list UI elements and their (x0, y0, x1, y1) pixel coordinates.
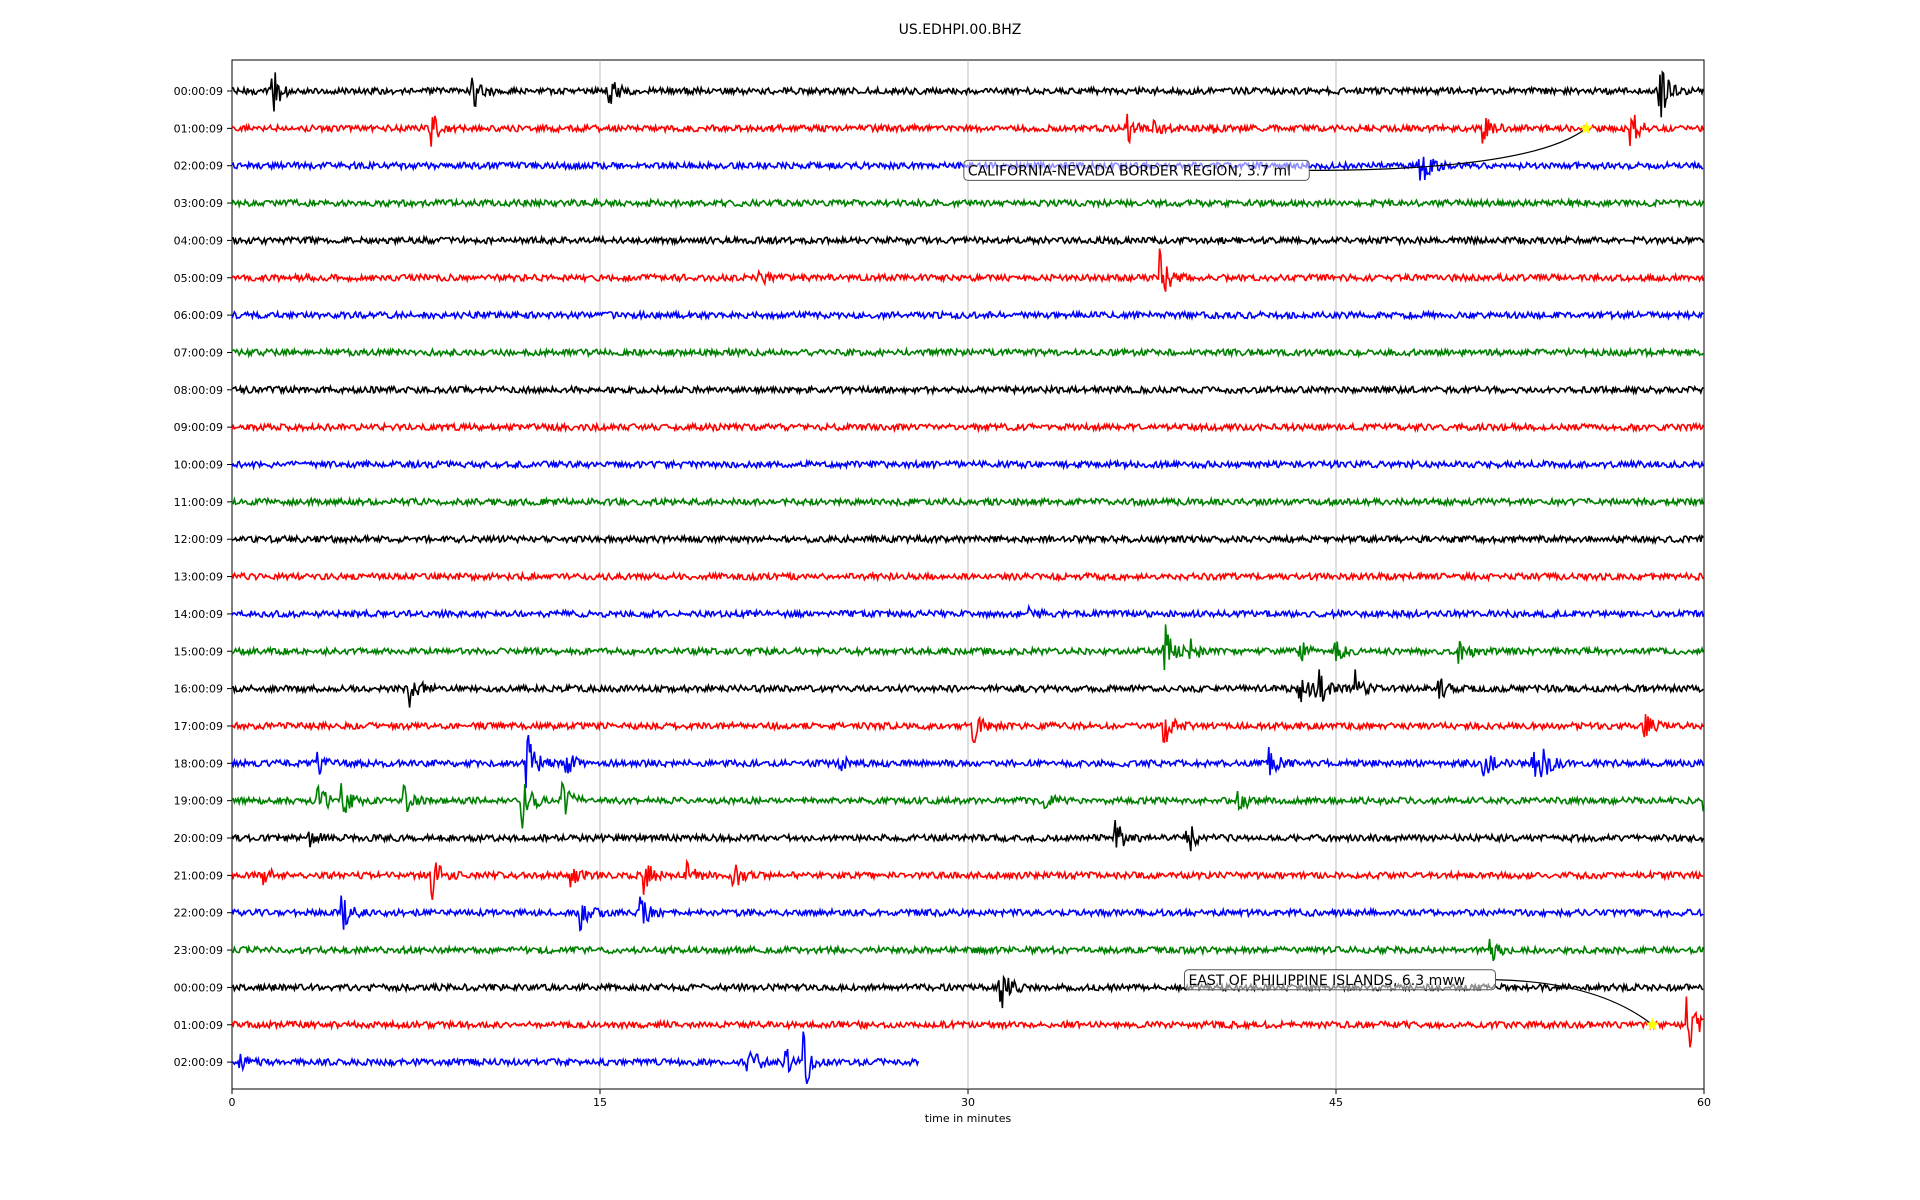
row-time-label: 00:00:09 (174, 981, 223, 994)
trace-row (231, 624, 1704, 671)
trace-row (231, 421, 1704, 434)
trace-row (231, 346, 1704, 359)
trace-row (231, 938, 1704, 962)
trace-row (231, 234, 1704, 247)
row-time-label: 17:00:09 (174, 720, 223, 733)
trace-row (231, 1031, 920, 1084)
row-time-label: 22:00:09 (174, 907, 223, 920)
row-time-label: 02:00:09 (174, 160, 223, 173)
annotation-connector (1495, 979, 1653, 1026)
row-time-label: 16:00:09 (174, 683, 223, 696)
seismogram-traces (231, 70, 1704, 1084)
row-time-label: 19:00:09 (174, 795, 223, 808)
x-tick-label: 45 (1329, 1096, 1343, 1109)
row-time-label: 15:00:09 (174, 645, 223, 658)
row-time-label: 03:00:09 (174, 197, 223, 210)
trace-row (231, 734, 1704, 789)
x-axis-ticks: 0 15 30 45 60 (229, 1089, 1711, 1109)
annotation-label: EAST OF PHILIPPINE ISLANDS, 6.3 mww (1188, 973, 1465, 989)
event-star-marker (1579, 121, 1593, 134)
annotation-box (963, 159, 1310, 181)
trace-row (231, 495, 1704, 508)
trace-row (232, 70, 1704, 118)
row-time-label: 07:00:09 (174, 346, 223, 359)
row-time-label: 01:00:09 (174, 122, 223, 135)
x-tick-label: 0 (229, 1096, 236, 1109)
x-axis-label: time in minutes (925, 1112, 1012, 1125)
row-time-label: 00:00:09 (174, 85, 223, 98)
trace-row (231, 603, 1704, 621)
annotation-box (1183, 969, 1496, 991)
trace-row (231, 714, 1704, 744)
trace-row (231, 533, 1704, 546)
row-time-label: 06:00:09 (174, 309, 223, 322)
row-time-label: 10:00:09 (174, 459, 223, 472)
trace-row (231, 820, 1704, 852)
row-time-label: 02:00:09 (174, 1056, 223, 1069)
event-annotations: CALIFORNIA-NEVADA BORDER REGION, 3.7 ml E… (963, 121, 1660, 1031)
x-tick-label: 60 (1697, 1096, 1711, 1109)
trace-row (231, 248, 1704, 292)
row-time-labels: 00:00:09 01:00:09 02:00:09 03:00:09 04:00:09… (174, 85, 232, 1069)
trace-row (231, 858, 1704, 900)
trace-row (231, 570, 1704, 583)
trace-row (231, 895, 1704, 932)
trace-row (231, 996, 1704, 1048)
row-time-label: 12:00:09 (174, 533, 223, 546)
trace-row (231, 196, 1704, 210)
row-time-label: 01:00:09 (174, 1019, 223, 1032)
row-time-label: 18:00:09 (174, 757, 223, 770)
row-time-label: 13:00:09 (174, 571, 223, 584)
trace-row (231, 308, 1704, 322)
row-time-label: 21:00:09 (174, 869, 223, 882)
row-time-label: 14:00:09 (174, 608, 223, 621)
event-star-marker (1645, 1017, 1660, 1031)
trace-row (231, 458, 1704, 471)
trace-row (231, 780, 1704, 829)
trace-row (231, 383, 1704, 397)
annotation-connector (1309, 127, 1587, 171)
row-time-label: 04:00:09 (174, 234, 223, 247)
trace-row (231, 669, 1704, 708)
row-time-label: 09:00:09 (174, 421, 223, 434)
chart-title: US.EDHPI.00.BHZ (899, 22, 1022, 38)
annotation-label: CALIFORNIA-NEVADA BORDER REGION, 3.7 ml (968, 163, 1291, 179)
row-time-label: 08:00:09 (174, 384, 223, 397)
x-tick-label: 30 (961, 1096, 975, 1109)
x-tick-label: 15 (593, 1096, 607, 1109)
row-time-label: 05:00:09 (174, 272, 223, 285)
row-time-label: 23:00:09 (174, 944, 223, 957)
row-time-label: 20:00:09 (174, 832, 223, 845)
row-time-label: 11:00:09 (174, 496, 223, 509)
trace-row (231, 113, 1704, 147)
